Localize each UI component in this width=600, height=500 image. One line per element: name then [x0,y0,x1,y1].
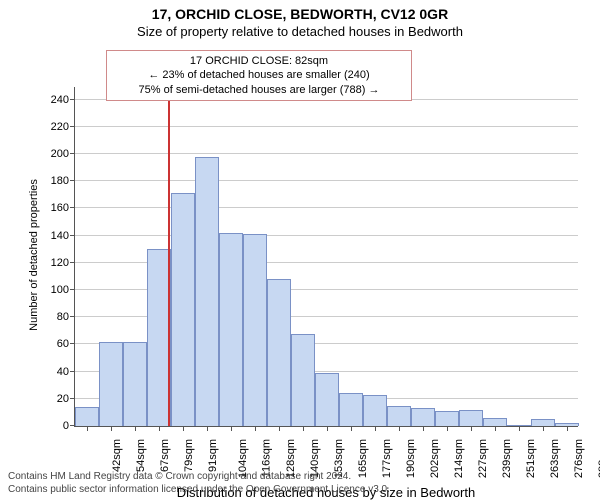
y-tick [70,398,75,399]
x-tick [279,426,280,431]
gridline [75,180,578,181]
histogram-bar [531,419,555,426]
x-tick [87,426,88,431]
callout-line-1: 17 ORCHID CLOSE: 82sqm [115,54,403,68]
y-tick [70,371,75,372]
y-tick-label: 200 [39,148,69,160]
histogram-bar [483,418,507,426]
y-tick-label: 240 [39,94,69,106]
x-tick [327,426,328,431]
footer-attribution: Contains HM Land Registry data © Crown c… [8,471,592,496]
histogram-bar [171,193,195,426]
x-tick [159,426,160,431]
x-tick [303,426,304,431]
histogram-bar [123,342,147,426]
y-tick-label: 60 [39,338,69,350]
histogram-bar [267,279,291,426]
y-tick [70,207,75,208]
x-tick [471,426,472,431]
x-tick [543,426,544,431]
x-tick-label: 54sqm [135,439,147,472]
histogram-bar [459,410,483,426]
x-tick [351,426,352,431]
y-tick [70,343,75,344]
footer-line-2: Contains public sector information licen… [8,484,592,497]
x-tick-label: 67sqm [159,439,171,472]
x-tick [423,426,424,431]
y-axis-title: Number of detached properties [28,155,40,355]
gridline [75,153,578,154]
y-tick-label: 120 [39,257,69,269]
y-tick-label: 0 [39,420,69,432]
x-tick-label: 91sqm [207,439,219,472]
property-marker-line [168,86,170,426]
x-tick [135,426,136,431]
footer-line-1: Contains HM Land Registry data © Crown c… [8,471,592,484]
y-tick-label: 140 [39,230,69,242]
y-tick-label: 20 [39,393,69,405]
x-tick [567,426,568,431]
x-tick [447,426,448,431]
gridline [75,126,578,127]
x-tick [207,426,208,431]
histogram-bar [315,373,339,426]
y-tick-label: 100 [39,284,69,296]
histogram-bar [339,393,363,426]
histogram-bar [387,406,411,426]
page-title: 17, ORCHID CLOSE, BEDWORTH, CV12 0GR [0,0,600,22]
histogram-bar [435,411,459,426]
y-tick [70,180,75,181]
y-tick [70,262,75,263]
histogram-bar [291,334,315,426]
y-tick [70,153,75,154]
gridline [75,207,578,208]
histogram-bar [99,342,123,426]
y-tick [70,99,75,100]
y-tick [70,235,75,236]
x-tick-label: 42sqm [111,439,123,472]
x-tick [111,426,112,431]
histogram-bar [75,407,99,426]
y-tick-label: 160 [39,202,69,214]
histogram-bar [363,395,387,426]
histogram-bar [411,408,435,426]
callout-line-2: ← 23% of detached houses are smaller (24… [115,68,403,82]
callout-box: 17 ORCHID CLOSE: 82sqm ← 23% of detached… [106,50,412,101]
histogram-bar [243,234,267,426]
x-tick [183,426,184,431]
gridline [75,235,578,236]
x-tick [519,426,520,431]
histogram-bar [195,157,219,426]
callout-line-3: 75% of semi-detached houses are larger (… [115,83,403,97]
y-tick-label: 80 [39,311,69,323]
x-tick-label: 79sqm [183,439,195,472]
plot-area: 02040608010012014016018020022024042sqm54… [74,87,578,427]
page-subtitle: Size of property relative to detached ho… [0,22,600,39]
x-tick [399,426,400,431]
x-tick [375,426,376,431]
x-tick [255,426,256,431]
y-tick [70,289,75,290]
y-tick-label: 40 [39,366,69,378]
y-tick-label: 220 [39,121,69,133]
x-tick [495,426,496,431]
y-tick-label: 180 [39,175,69,187]
histogram-bar [219,233,243,426]
y-tick [70,316,75,317]
y-tick [70,126,75,127]
x-tick [231,426,232,431]
